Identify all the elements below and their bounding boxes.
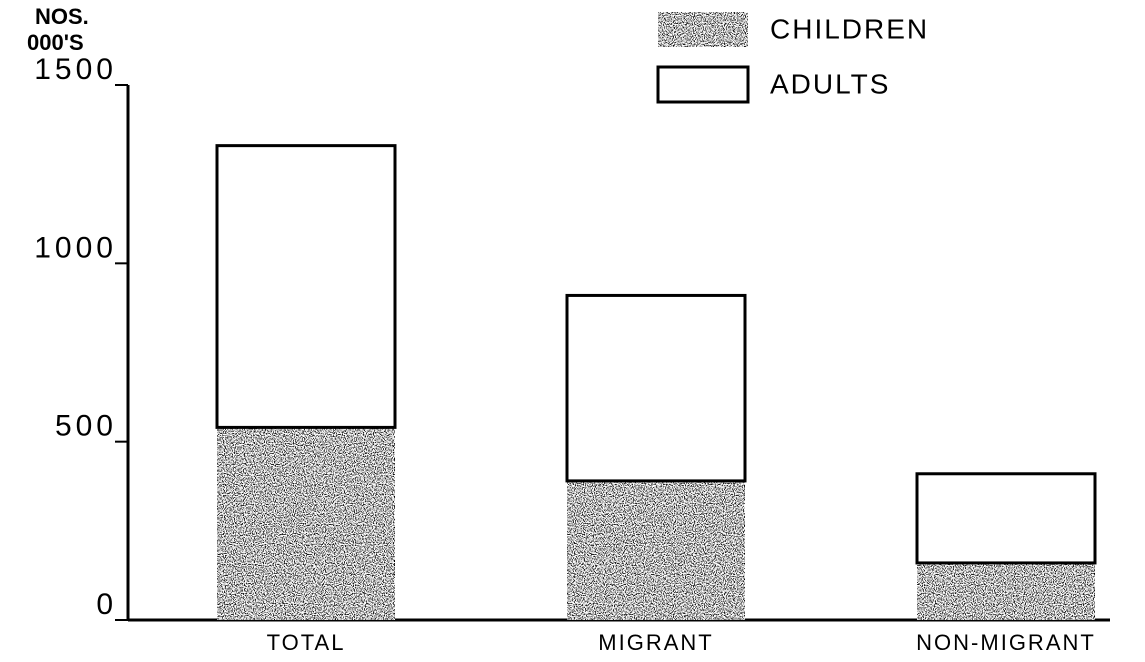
bar-segment <box>915 472 1097 565</box>
x-tick-label: MIGRANT <box>598 630 713 655</box>
bar-segment <box>565 293 747 483</box>
x-tick-label: NON-MIGRANT <box>916 630 1096 655</box>
y-tick-label: 0 <box>96 588 117 621</box>
y-axis-label: 000'S <box>27 30 84 55</box>
legend-label: CHILDREN <box>770 13 929 44</box>
bar-segment <box>565 479 747 622</box>
legend-label: ADULTS <box>770 68 890 99</box>
y-tick-label: 1500 <box>34 53 117 86</box>
y-axis-label: NOS. <box>35 4 89 29</box>
legend-swatch <box>656 10 750 49</box>
bar-segment <box>215 425 397 622</box>
y-tick-label: 1000 <box>34 231 117 264</box>
bar-segment <box>215 144 397 429</box>
y-tick-label: 500 <box>55 410 117 443</box>
legend-swatch <box>656 65 750 104</box>
bar-segment <box>915 561 1097 622</box>
x-tick-label: TOTAL <box>267 630 346 655</box>
